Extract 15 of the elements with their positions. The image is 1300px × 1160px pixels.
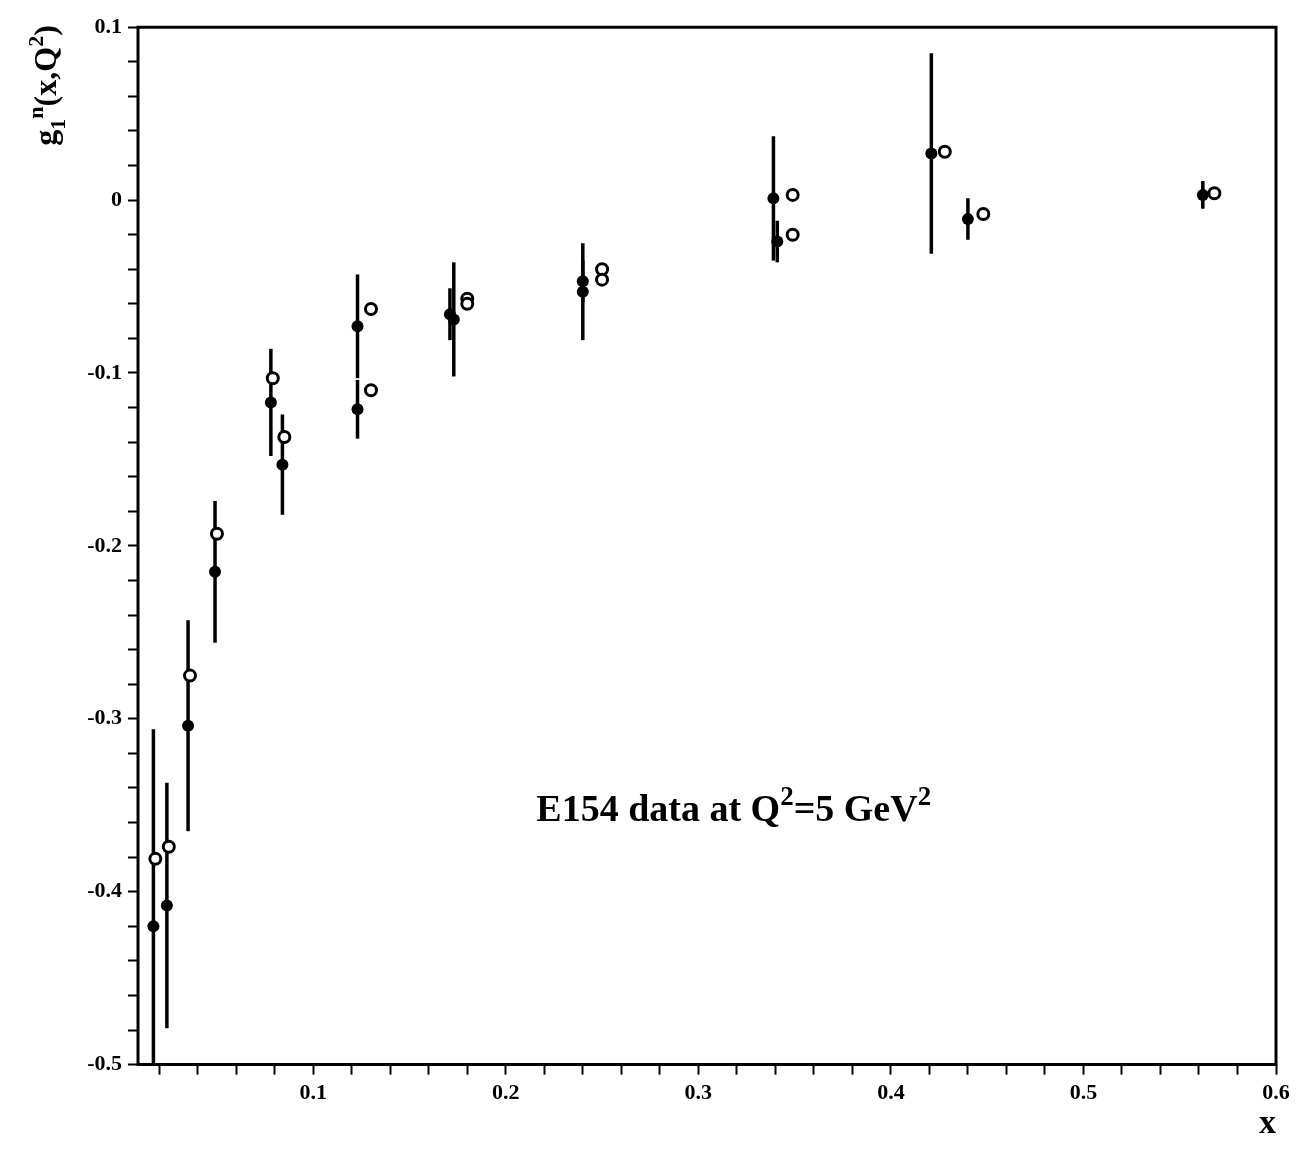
x-tick-label: 0.3 [684, 1079, 713, 1105]
y-tick-label: -0.4 [87, 877, 122, 903]
y-tick-label: -0.5 [87, 1050, 122, 1076]
x-tick-label: 0.6 [1262, 1079, 1290, 1105]
y-tick-label: 0.1 [94, 12, 122, 38]
y-tick-label: -0.3 [87, 704, 122, 730]
x-tick-label: 0.5 [1069, 1079, 1098, 1105]
x-tick-label: 0.4 [877, 1079, 905, 1105]
y-tick-label: 0 [111, 185, 122, 211]
y-tick-label: -0.1 [87, 358, 122, 384]
x-tick-label: 0.2 [492, 1079, 520, 1105]
x-axis-title: x [1259, 1102, 1276, 1140]
y-axis-title: g1n(x,Q2) [22, 25, 70, 146]
y-tick-label: -0.2 [87, 531, 122, 557]
x-tick-label: 0.1 [299, 1079, 327, 1105]
